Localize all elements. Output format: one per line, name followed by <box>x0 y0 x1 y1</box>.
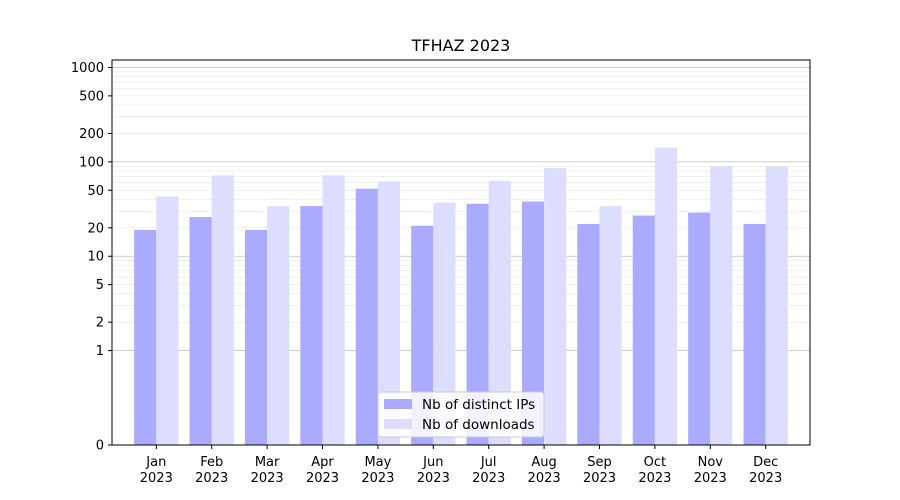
x-tick-label: Jul 2023 <box>472 455 505 486</box>
y-tick-label: 0 <box>96 439 104 454</box>
x-tick-label: Sep 2023 <box>583 455 616 486</box>
x-tick-label: Jan 2023 <box>140 455 173 486</box>
x-tick-label: Mar 2023 <box>251 455 284 486</box>
bars-layer <box>134 147 788 446</box>
y-axis: 0 1 2 5 10 20 50 100 200 500 1000 <box>71 61 112 454</box>
bar-downloads <box>156 196 179 445</box>
y-tick-label: 2 <box>96 316 104 331</box>
legend-box <box>377 391 545 438</box>
bar-distinct-ips <box>300 206 323 445</box>
bar-downloads <box>710 166 733 446</box>
bar-downloads <box>267 206 290 445</box>
y-tick-label: 10 <box>87 250 104 265</box>
legend-label: Nb of distinct IPs <box>422 397 535 413</box>
x-tick-label: Oct 2023 <box>638 455 671 486</box>
bar-downloads <box>377 181 401 445</box>
y-tick-label: 500 <box>79 89 104 104</box>
x-tick-label: May 2023 <box>361 455 394 486</box>
bar-distinct-ips <box>743 223 766 445</box>
chart-title: TFHAZ 2023 <box>411 36 511 55</box>
y-tick-label: 1000 <box>71 61 104 76</box>
bar-distinct-ips <box>466 203 489 445</box>
legend-label: Nb of downloads <box>422 417 535 433</box>
y-tick-label: 1 <box>96 344 104 359</box>
x-tick-label: Apr 2023 <box>306 455 339 486</box>
x-tick-label: Feb 2023 <box>195 455 228 486</box>
x-axis: Jan 2023 Feb 2023 Mar 2023 Apr 2023 May 2023 Jun 20… <box>140 445 782 486</box>
bar-distinct-ips <box>688 212 711 445</box>
bar-distinct-ips <box>411 225 434 445</box>
bar-distinct-ips <box>632 215 655 445</box>
legend: Nb of distinct IPs Nb of downloads <box>377 391 545 438</box>
bar-distinct-ips <box>134 229 157 445</box>
legend-swatch <box>384 419 412 429</box>
bar-distinct-ips <box>244 229 268 445</box>
bar-distinct-ips <box>521 201 545 445</box>
bar-downloads <box>211 175 234 446</box>
y-tick-label: 5 <box>96 278 104 293</box>
x-tick-label: Dec 2023 <box>749 455 782 486</box>
y-tick-label: 100 <box>79 155 104 170</box>
x-tick-label: Aug 2023 <box>528 455 561 486</box>
bar-distinct-ips <box>355 188 378 445</box>
y-tick-label: 20 <box>87 221 104 236</box>
y-tick-label: 50 <box>87 184 104 199</box>
x-tick-label: Jun 2023 <box>417 455 450 486</box>
legend-swatch <box>384 399 412 409</box>
bar-downloads <box>654 147 678 445</box>
bar-downloads <box>765 166 788 446</box>
x-tick-label: Nov 2023 <box>694 455 727 486</box>
plot-frame <box>111 59 811 446</box>
bar-downloads <box>488 180 511 445</box>
bar-distinct-ips <box>189 217 212 445</box>
bar-distinct-ips <box>577 223 600 445</box>
bar-downloads <box>599 206 622 445</box>
bar-downloads <box>544 168 567 445</box>
bar-downloads <box>322 175 345 446</box>
bar-downloads <box>433 202 456 445</box>
y-tick-label: 200 <box>79 127 104 142</box>
